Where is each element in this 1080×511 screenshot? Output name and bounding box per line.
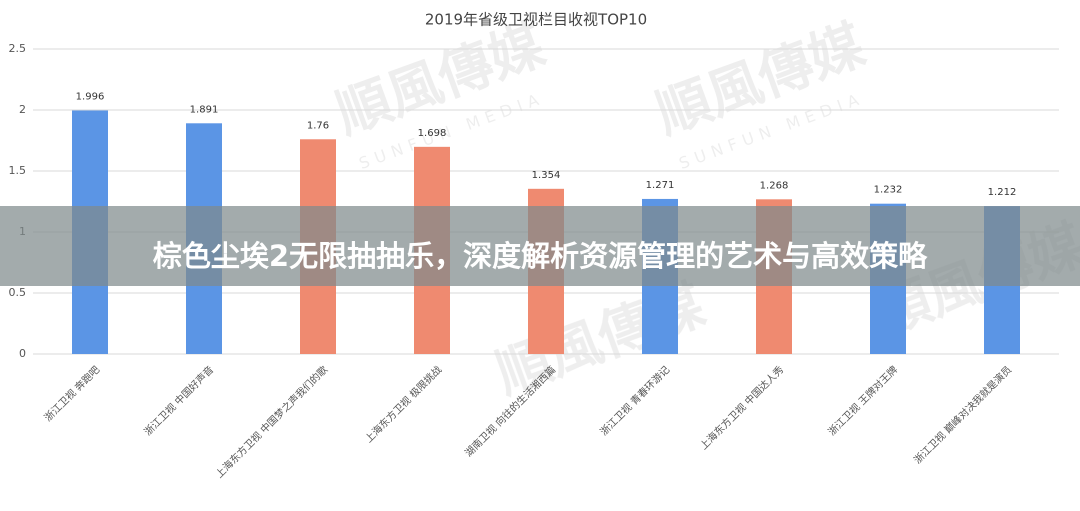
value-label: 1.212 — [988, 187, 1017, 198]
value-label: 1.271 — [646, 180, 675, 191]
value-label: 1.268 — [760, 180, 789, 191]
y-tick-label: 1.5 — [9, 164, 27, 177]
value-label: 1.76 — [307, 120, 329, 131]
y-tick-label: 0 — [19, 347, 26, 360]
value-label: 1.354 — [532, 170, 561, 181]
value-label: 1.232 — [874, 185, 903, 196]
value-label: 1.891 — [190, 104, 219, 115]
value-label: 1.996 — [76, 91, 105, 102]
banner-band — [0, 206, 1080, 286]
chart-title: 2019年省级卫视栏目收视TOP10 — [425, 11, 647, 29]
value-label: 1.698 — [418, 128, 447, 139]
y-tick-label: 2.5 — [9, 42, 27, 55]
banner-text: 棕色尘埃2无限抽抽乐，深度解析资源管理的艺术与高效策略 — [153, 239, 928, 273]
y-tick-label: 2 — [19, 103, 26, 116]
y-tick-label: 0.5 — [9, 286, 27, 299]
